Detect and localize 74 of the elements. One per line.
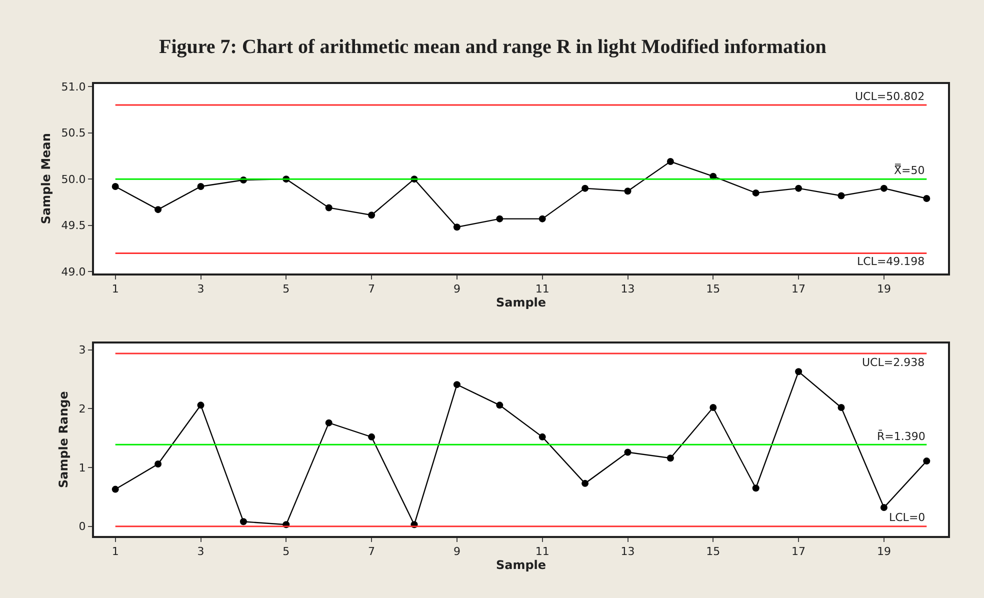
x-tick-label: 7 xyxy=(368,544,376,558)
point xyxy=(112,182,119,190)
point xyxy=(624,448,632,456)
point xyxy=(880,184,888,192)
y-tick-label: 3 xyxy=(78,344,86,357)
point xyxy=(795,184,802,192)
point xyxy=(838,192,845,200)
point xyxy=(325,419,332,426)
point xyxy=(838,404,845,412)
x-tick-label: 5 xyxy=(282,282,290,296)
point xyxy=(538,215,546,222)
point xyxy=(752,189,760,196)
y-tick-label: 49.0 xyxy=(61,265,86,278)
y-tick-label: 49.5 xyxy=(61,219,86,232)
point xyxy=(880,504,888,512)
point xyxy=(795,368,802,376)
point xyxy=(197,402,204,409)
y-tick-label: 2 xyxy=(78,402,86,416)
x-axis-title: Sample xyxy=(496,558,546,572)
point xyxy=(496,402,504,409)
point xyxy=(582,480,589,487)
x-tick-label: 1 xyxy=(112,282,119,296)
ref-line-label: UCL=2.938 xyxy=(862,356,925,369)
x-tick-label: 15 xyxy=(706,282,720,296)
point xyxy=(582,184,589,192)
x-tick-label: 13 xyxy=(620,544,635,558)
point xyxy=(368,212,376,219)
y-tick-label: 0 xyxy=(78,520,86,534)
x-tick-label: 5 xyxy=(282,544,290,558)
point xyxy=(197,182,204,190)
x-tick-label: 15 xyxy=(706,544,720,558)
x-tick-label: 11 xyxy=(535,544,550,558)
y-tick-label: 50.0 xyxy=(61,172,86,186)
ref-line-label: LCL=0 xyxy=(889,511,926,524)
point xyxy=(538,433,546,440)
x-tick-label: 3 xyxy=(197,544,204,558)
point xyxy=(325,204,332,212)
point xyxy=(368,433,376,440)
point xyxy=(624,188,632,195)
y-axis-title: Sample Range xyxy=(56,391,71,488)
ref-line-label: R̄=1.390 xyxy=(877,429,926,444)
y-tick-label: 1 xyxy=(78,461,86,474)
point xyxy=(240,518,247,526)
chart-title: Figure 7: Chart of arithmetic mean and range R in light Modified information xyxy=(159,36,826,58)
x-tick-label: 17 xyxy=(792,282,806,296)
x-tick-label: 9 xyxy=(453,544,460,558)
y-tick-label: 50.5 xyxy=(61,126,86,140)
y-tick-label: 51.0 xyxy=(61,80,86,94)
point xyxy=(752,484,760,492)
point xyxy=(453,381,460,388)
ref-line-label: X̿=50 xyxy=(894,163,925,178)
x-tick-label: 3 xyxy=(197,282,204,296)
x-tick-label: 19 xyxy=(876,544,891,558)
x-tick-label: 9 xyxy=(453,282,460,296)
point xyxy=(666,454,674,462)
point xyxy=(154,460,162,468)
point xyxy=(710,404,717,412)
x-tick-label: 1 xyxy=(112,544,119,558)
x-axis-title: Sample xyxy=(496,296,546,310)
point xyxy=(154,206,162,214)
point xyxy=(112,486,119,493)
ref-line-label: LCL=49.198 xyxy=(857,255,925,268)
point xyxy=(923,458,930,465)
x-tick-label: 17 xyxy=(792,544,806,558)
point xyxy=(666,158,674,166)
ref-line-label: UCL=50.802 xyxy=(855,90,925,103)
point xyxy=(923,194,930,202)
point xyxy=(496,215,504,222)
x-tick-label: 11 xyxy=(535,282,550,296)
x-tick-label: 19 xyxy=(876,282,891,296)
x-tick-label: 13 xyxy=(620,282,635,296)
point xyxy=(453,224,460,231)
x-tick-label: 7 xyxy=(368,282,376,296)
y-axis-title: Sample Mean xyxy=(39,133,54,224)
